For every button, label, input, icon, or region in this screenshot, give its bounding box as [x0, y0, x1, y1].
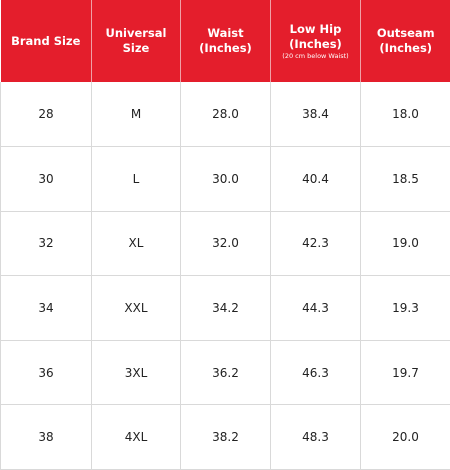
cell-outseam: 19.3: [360, 275, 450, 341]
cell-outseam: 19.7: [360, 340, 450, 406]
cell-waist: 28.0: [180, 82, 271, 148]
cell-universal-size: L: [91, 146, 181, 212]
header-low-hip-unit: (Inches): [289, 36, 342, 51]
header-waist: Waist (Inches): [180, 0, 271, 82]
header-universal-size: Universal Size: [91, 0, 181, 82]
header-waist-label: Waist: [207, 26, 244, 40]
cell-universal-size: M: [91, 82, 181, 148]
header-universal-size-label: Universal Size: [105, 26, 167, 55]
table-body: 28 M 28.0 38.4 18.0 30 L 30.0 40.4 18.5 …: [0, 82, 450, 470]
header-low-hip: Low Hip (Inches) (20 cm below Waist): [270, 0, 361, 82]
cell-universal-size: 3XL: [91, 340, 181, 406]
cell-outseam: 20.0: [360, 404, 450, 470]
cell-outseam: 19.0: [360, 211, 450, 277]
cell-outseam: 18.0: [360, 82, 450, 148]
cell-waist: 36.2: [180, 340, 271, 406]
header-low-hip-note: (20 cm below Waist): [282, 51, 349, 60]
table-row: 28 M 28.0 38.4 18.0: [0, 82, 450, 148]
cell-waist: 30.0: [180, 146, 271, 212]
cell-low-hip: 44.3: [270, 275, 361, 341]
cell-brand-size: 28: [0, 82, 92, 148]
cell-waist: 34.2: [180, 275, 271, 341]
table-row: 36 3XL 36.2 46.3 19.7: [0, 340, 450, 406]
header-outseam: Outseam (Inches): [360, 0, 450, 82]
cell-brand-size: 30: [0, 146, 92, 212]
cell-brand-size: 38: [0, 404, 92, 470]
cell-low-hip: 38.4: [270, 82, 361, 148]
cell-brand-size: 36: [0, 340, 92, 406]
header-low-hip-label: Low Hip: [289, 21, 342, 36]
cell-low-hip: 40.4: [270, 146, 361, 212]
cell-universal-size: XL: [91, 211, 181, 277]
table-row: 38 4XL 38.2 48.3 20.0: [0, 404, 450, 470]
cell-universal-size: XXL: [91, 275, 181, 341]
cell-universal-size: 4XL: [91, 404, 181, 470]
table-row: 34 XXL 34.2 44.3 19.3: [0, 275, 450, 341]
cell-outseam: 18.5: [360, 146, 450, 212]
cell-low-hip: 48.3: [270, 404, 361, 470]
cell-brand-size: 34: [0, 275, 92, 341]
header-waist-unit: (Inches): [199, 41, 252, 55]
header-brand-size-label: Brand Size: [11, 33, 81, 48]
cell-waist: 38.2: [180, 404, 271, 470]
header-brand-size: Brand Size: [0, 0, 92, 82]
cell-low-hip: 42.3: [270, 211, 361, 277]
header-outseam-unit: (Inches): [379, 41, 433, 55]
table-row: 30 L 30.0 40.4 18.5: [0, 146, 450, 212]
header-row: Brand Size Universal Size Waist (Inches)…: [0, 0, 450, 82]
table-row: 32 XL 32.0 42.3 19.0: [0, 211, 450, 277]
table-header: Brand Size Universal Size Waist (Inches)…: [0, 0, 450, 82]
cell-low-hip: 46.3: [270, 340, 361, 406]
cell-waist: 32.0: [180, 211, 271, 277]
cell-brand-size: 32: [0, 211, 92, 277]
header-outseam-label: Outseam: [376, 26, 435, 40]
